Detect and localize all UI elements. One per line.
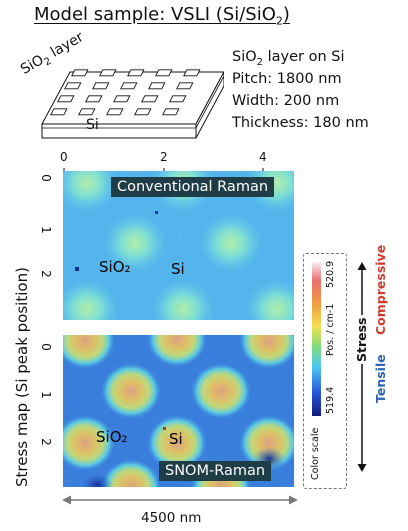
conventional-raman-label: Conventional Raman — [111, 177, 275, 197]
y-tick-top-0: 0 — [38, 174, 53, 182]
sio2-hole — [134, 108, 152, 116]
sio2-hole — [148, 82, 166, 90]
sio2-hole — [113, 95, 131, 103]
sio2-hole — [106, 108, 124, 116]
sio2-hole — [64, 82, 82, 90]
sio2-hole — [71, 69, 89, 77]
compressive-label: Compressive — [373, 244, 388, 335]
color-scale-gradient — [312, 262, 321, 416]
figure-title: Model sample: VSLI (Si/SiO2) — [34, 4, 290, 28]
bottom-map-si-label: Si — [169, 430, 183, 448]
spec-width: Width: 200 nm — [232, 93, 340, 109]
sio2-hole — [50, 108, 68, 116]
sio2-hole — [99, 69, 117, 77]
snom-raman-label: SNOM-Raman — [159, 461, 272, 481]
color-scale-unit: Pos. / cm-1 — [325, 303, 336, 356]
top-map-si-label: Si — [171, 260, 185, 278]
sio2-hole — [162, 108, 180, 116]
bottom-map-sio2-label: SiO₂ — [96, 428, 128, 446]
y-tick-top-2: 2 — [38, 270, 53, 278]
color-scale-box — [303, 253, 347, 489]
x-tick-0: 0 — [60, 150, 68, 164]
y-tick-bottom-0: 0 — [38, 343, 53, 351]
sio2-hole — [127, 69, 145, 77]
color-scale-max: 520.9 — [325, 260, 336, 288]
spec-pitch: Pitch: 1800 nm — [232, 71, 342, 87]
x-tick-4: 4 — [259, 150, 267, 164]
y-tick-bottom-2: 2 — [38, 438, 53, 446]
sio2-hole — [141, 95, 159, 103]
tensile-label: Tensile — [373, 354, 388, 403]
schematic-substrate-label: Si — [86, 117, 99, 133]
spec-thickness: Thickness: 180 nm — [232, 115, 369, 131]
y-axis-label: Stress map (Si peak position) — [13, 267, 31, 487]
sio2-hole — [169, 95, 187, 103]
sio2-hole — [92, 82, 110, 90]
color-scale-title: Color scale — [310, 427, 321, 480]
color-scale-min: 519.4 — [325, 386, 336, 414]
sio2-hole — [183, 69, 201, 77]
vlsi-schematic — [41, 69, 224, 139]
x-tick-2: 2 — [160, 150, 168, 164]
sio2-pattern-holes — [50, 69, 201, 116]
sio2-hole — [57, 95, 75, 103]
y-tick-bottom-1: 1 — [38, 391, 53, 399]
top-map-sio2-label: SiO₂ — [99, 258, 131, 276]
spec-layer: SiO2 layer on Si — [232, 49, 345, 68]
scale-bar-arrow — [62, 495, 298, 505]
y-tick-top-1: 1 — [38, 226, 53, 234]
sio2-hole — [155, 69, 173, 77]
sio2-hole — [176, 82, 194, 90]
stress-arrow — [357, 262, 367, 472]
scale-bar-label: 4500 nm — [141, 510, 202, 526]
sio2-hole — [78, 108, 96, 116]
stress-label: Stress — [354, 315, 369, 364]
sio2-hole — [85, 95, 103, 103]
sio2-hole — [120, 82, 138, 90]
